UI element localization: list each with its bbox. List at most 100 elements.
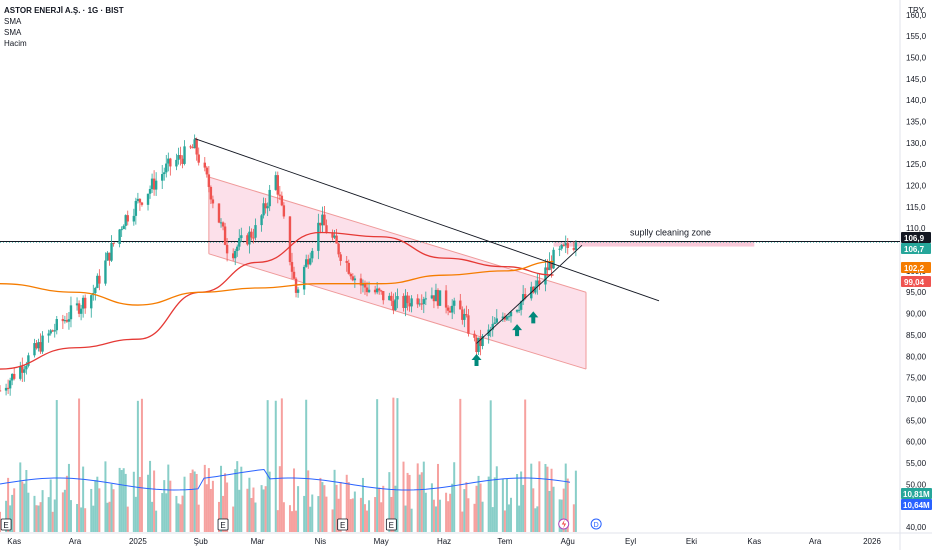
candle-body xyxy=(566,243,569,248)
channel-lower-line xyxy=(208,253,587,370)
volume-bar xyxy=(252,487,255,532)
candle-body xyxy=(495,318,498,323)
volume-bar xyxy=(112,489,115,532)
volume-bar xyxy=(120,470,123,532)
volume-bar xyxy=(453,462,456,532)
candle-body xyxy=(49,330,52,334)
x-tick-label: Kas xyxy=(7,537,21,546)
chart-legend: ASTOR ENERJİ A.Ş. · 1G · BIST SMA SMA Ha… xyxy=(4,5,124,49)
volume-bar xyxy=(191,469,194,532)
candle-body xyxy=(167,158,170,164)
volume-bar xyxy=(550,468,553,532)
x-tick-label: Eki xyxy=(686,537,697,546)
volume-bar xyxy=(236,461,239,532)
candle-body xyxy=(140,202,144,205)
y-tick-label: 120,0 xyxy=(906,182,927,191)
volume-bar xyxy=(136,400,139,532)
volume-bar xyxy=(21,481,24,532)
candle-body xyxy=(6,387,10,389)
candle-body xyxy=(481,335,484,347)
volume-bar xyxy=(39,502,42,532)
y-tick-label: 110,0 xyxy=(906,224,926,233)
candle-body xyxy=(122,225,125,230)
candle-body xyxy=(373,289,377,293)
y-tick-label: 70,00 xyxy=(906,395,927,404)
volume-bar xyxy=(363,504,366,532)
volume-bar xyxy=(126,506,129,532)
volume-bar xyxy=(153,470,156,532)
candle-body xyxy=(436,289,440,306)
volume-bar xyxy=(163,480,166,532)
volume-bar xyxy=(69,500,72,532)
indicator-sma-fast[interactable]: SMA xyxy=(4,17,22,26)
candle-body xyxy=(223,226,227,245)
volume-axis-label-bg xyxy=(901,488,932,499)
volume-bar xyxy=(378,487,381,532)
candle-body xyxy=(309,258,312,265)
volume-bar xyxy=(307,470,310,532)
candle-body xyxy=(104,260,107,284)
volume-bar xyxy=(226,482,229,532)
candle-body xyxy=(252,237,255,239)
volume-bar xyxy=(321,482,324,532)
volume-bar xyxy=(449,493,452,532)
price-axis-label: 106,7 xyxy=(904,245,925,254)
candle-body xyxy=(410,298,413,307)
candle-body xyxy=(110,243,113,261)
candle-body xyxy=(10,373,14,381)
candle-body xyxy=(234,250,237,259)
candle-body xyxy=(432,295,436,302)
candle-body xyxy=(108,252,111,261)
volume-bar xyxy=(65,475,68,532)
candle-body xyxy=(538,280,541,285)
candle-body xyxy=(487,329,490,336)
volume-bar xyxy=(80,507,83,532)
indicator-volume[interactable]: Hacim xyxy=(4,39,27,48)
volume-bar xyxy=(250,498,253,532)
candle-body xyxy=(534,286,537,293)
x-tick-label: Kas xyxy=(747,537,761,546)
volume-bar xyxy=(84,508,87,532)
y-tick-label: 140,0 xyxy=(906,96,927,105)
candle-body xyxy=(323,214,326,226)
candle-body xyxy=(493,322,496,324)
x-tick-label: Ara xyxy=(69,537,82,546)
volume-bar xyxy=(339,482,342,532)
volume-bar xyxy=(53,499,56,532)
indicator-sma-slow[interactable]: SMA xyxy=(4,28,22,37)
currency-label[interactable]: TRY xyxy=(908,6,924,15)
volume-bar xyxy=(110,483,113,532)
candle-body xyxy=(205,167,209,175)
candle-body xyxy=(179,155,182,159)
descending-channel xyxy=(208,177,587,370)
symbol-title[interactable]: ASTOR ENERJİ A.Ş. · 1G · BIST xyxy=(4,6,124,15)
candle-body xyxy=(47,333,50,336)
candle-body xyxy=(90,295,93,309)
lightning-bolt-icon xyxy=(561,519,567,529)
candle-body xyxy=(574,242,578,250)
candle-body xyxy=(304,259,308,267)
candle-body xyxy=(311,250,314,259)
volume-bar xyxy=(203,464,206,532)
x-tick-label: Haz xyxy=(437,537,451,546)
volume-bar xyxy=(82,466,85,532)
volume-bar xyxy=(282,502,285,532)
volume-bar xyxy=(524,399,527,532)
candle-body xyxy=(266,206,269,209)
x-tick-label: Nis xyxy=(315,537,327,546)
volume-bar xyxy=(361,477,364,532)
candle-body xyxy=(19,366,22,379)
volume-bar xyxy=(394,485,397,532)
candle-body xyxy=(515,309,519,312)
volume-bar xyxy=(572,504,575,532)
candle-body xyxy=(380,290,383,292)
volume-bar xyxy=(33,495,36,532)
candle-body xyxy=(517,309,521,311)
candle-body xyxy=(260,215,263,226)
candle-body xyxy=(317,222,320,251)
volume-bar xyxy=(516,474,519,532)
candle-body xyxy=(337,243,340,255)
candle-body xyxy=(367,289,371,293)
volume-bar xyxy=(345,474,348,532)
